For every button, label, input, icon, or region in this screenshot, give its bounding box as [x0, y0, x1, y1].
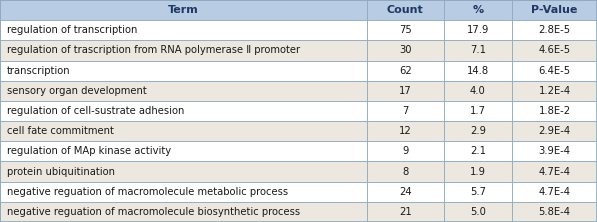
Text: 4.7E-4: 4.7E-4 — [538, 166, 571, 176]
Text: regulation of cell-sustrate adhesion: regulation of cell-sustrate adhesion — [7, 106, 184, 116]
Bar — [512, 0, 597, 20]
Text: Term: Term — [168, 5, 199, 15]
Bar — [512, 182, 597, 202]
Bar — [444, 182, 512, 202]
Bar — [444, 40, 512, 61]
Bar — [444, 81, 512, 101]
Bar — [0, 101, 367, 121]
Bar — [0, 20, 367, 40]
Text: 2.9E-4: 2.9E-4 — [538, 126, 571, 136]
Bar — [0, 61, 367, 81]
Bar — [0, 161, 367, 182]
Text: 62: 62 — [399, 66, 412, 76]
Text: protein ubiquitination: protein ubiquitination — [7, 166, 115, 176]
Bar — [512, 20, 597, 40]
Bar — [367, 61, 444, 81]
Bar — [444, 202, 512, 222]
Bar — [512, 161, 597, 182]
Text: regulation of transcription: regulation of transcription — [7, 25, 137, 35]
Bar — [512, 101, 597, 121]
Text: 14.8: 14.8 — [467, 66, 489, 76]
Text: 1.2E-4: 1.2E-4 — [538, 86, 571, 96]
Text: 12: 12 — [399, 126, 412, 136]
Text: Count: Count — [387, 5, 424, 15]
Bar — [367, 0, 444, 20]
Text: 5.8E-4: 5.8E-4 — [538, 207, 571, 217]
Text: 4.7E-4: 4.7E-4 — [538, 187, 571, 197]
Text: 2.8E-5: 2.8E-5 — [538, 25, 571, 35]
Bar — [444, 101, 512, 121]
Text: 1.7: 1.7 — [470, 106, 486, 116]
Bar — [0, 141, 367, 161]
Text: 3.9E-4: 3.9E-4 — [538, 146, 571, 156]
Bar — [367, 121, 444, 141]
Text: 21: 21 — [399, 207, 412, 217]
Text: 2.9: 2.9 — [470, 126, 486, 136]
Bar — [512, 141, 597, 161]
Text: 4.0: 4.0 — [470, 86, 486, 96]
Text: transcription: transcription — [7, 66, 71, 76]
Bar — [512, 121, 597, 141]
Bar — [0, 0, 367, 20]
Bar — [0, 81, 367, 101]
Text: 6.4E-5: 6.4E-5 — [538, 66, 571, 76]
Bar — [367, 141, 444, 161]
Text: 17: 17 — [399, 86, 412, 96]
Bar — [444, 61, 512, 81]
Text: 9: 9 — [402, 146, 408, 156]
Bar — [512, 202, 597, 222]
Bar — [512, 81, 597, 101]
Bar — [0, 40, 367, 61]
Bar — [512, 40, 597, 61]
Text: regulation of MAp kinase activity: regulation of MAp kinase activity — [7, 146, 171, 156]
Text: regulation of trascription from RNA polymerase Ⅱ promoter: regulation of trascription from RNA poly… — [7, 46, 300, 56]
Text: 30: 30 — [399, 46, 411, 56]
Bar — [367, 81, 444, 101]
Bar — [0, 202, 367, 222]
Text: 24: 24 — [399, 187, 412, 197]
Text: 1.9: 1.9 — [470, 166, 486, 176]
Bar — [444, 0, 512, 20]
Text: 5.7: 5.7 — [470, 187, 486, 197]
Bar — [444, 121, 512, 141]
Text: cell fate commitment: cell fate commitment — [7, 126, 114, 136]
Text: 75: 75 — [399, 25, 412, 35]
Text: 2.1: 2.1 — [470, 146, 486, 156]
Bar — [444, 141, 512, 161]
Bar — [367, 101, 444, 121]
Text: %: % — [472, 5, 484, 15]
Bar — [512, 61, 597, 81]
Text: 8: 8 — [402, 166, 408, 176]
Bar — [367, 161, 444, 182]
Text: 4.6E-5: 4.6E-5 — [538, 46, 571, 56]
Bar — [0, 121, 367, 141]
Bar — [367, 40, 444, 61]
Bar — [367, 182, 444, 202]
Text: P-Value: P-Value — [531, 5, 578, 15]
Bar — [0, 182, 367, 202]
Text: 1.8E-2: 1.8E-2 — [538, 106, 571, 116]
Bar — [367, 202, 444, 222]
Text: 7: 7 — [402, 106, 408, 116]
Bar — [444, 20, 512, 40]
Text: 7.1: 7.1 — [470, 46, 486, 56]
Bar — [444, 161, 512, 182]
Text: sensory organ development: sensory organ development — [7, 86, 147, 96]
Text: 17.9: 17.9 — [467, 25, 489, 35]
Text: negative reguation of macromolecule biosynthetic process: negative reguation of macromolecule bios… — [7, 207, 300, 217]
Text: negative reguation of macromolecule metabolic process: negative reguation of macromolecule meta… — [7, 187, 288, 197]
Text: 5.0: 5.0 — [470, 207, 486, 217]
Bar — [367, 20, 444, 40]
